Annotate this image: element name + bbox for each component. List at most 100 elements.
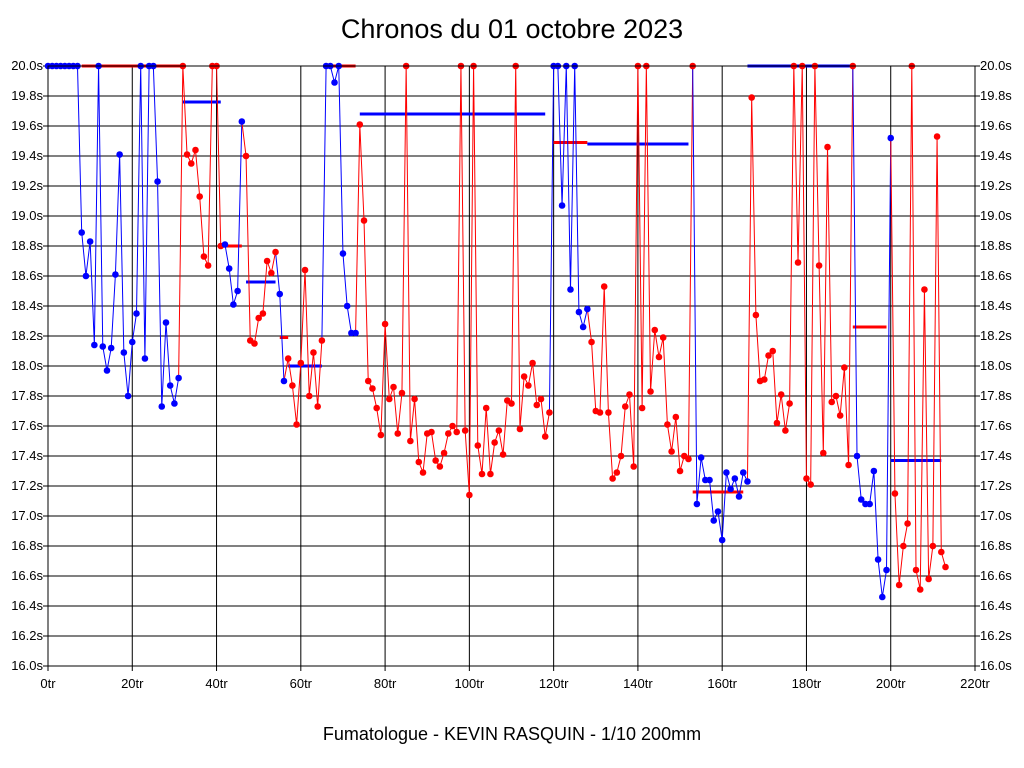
data-point bbox=[415, 458, 423, 466]
data-point bbox=[891, 490, 899, 497]
data-point bbox=[904, 520, 911, 527]
data-point bbox=[116, 151, 123, 158]
data-point bbox=[352, 329, 359, 337]
y-tick-label-left: 18.0s bbox=[11, 358, 43, 373]
data-point bbox=[171, 400, 178, 407]
x-tick-label: 80tr bbox=[374, 676, 397, 691]
data-point bbox=[546, 409, 553, 416]
y-tick-label-right: 18.4s bbox=[980, 298, 1012, 313]
data-point bbox=[895, 581, 903, 589]
x-tick-label: 120tr bbox=[539, 676, 569, 691]
data-point bbox=[942, 563, 949, 571]
y-tick-label-right: 19.4s bbox=[980, 148, 1012, 163]
data-point bbox=[432, 457, 439, 464]
x-tick-label: 20tr bbox=[121, 676, 144, 691]
data-point bbox=[731, 475, 739, 482]
data-point bbox=[128, 338, 136, 346]
y-tick-label-left: 18.4s bbox=[11, 298, 43, 313]
data-point bbox=[466, 491, 473, 499]
x-tick-label: 0tr bbox=[40, 676, 56, 691]
data-point bbox=[824, 143, 831, 151]
data-point bbox=[225, 265, 233, 272]
y-tick-label-left: 17.4s bbox=[11, 448, 43, 463]
data-point bbox=[706, 476, 713, 484]
x-tick-label: 200tr bbox=[876, 676, 906, 691]
data-point bbox=[605, 409, 612, 416]
data-point bbox=[655, 353, 663, 361]
data-point bbox=[887, 134, 895, 142]
data-point bbox=[133, 310, 140, 317]
series-line bbox=[178, 65, 222, 379]
data-point bbox=[99, 343, 107, 350]
data-point bbox=[331, 79, 338, 86]
y-tick-label-left: 16.6s bbox=[11, 568, 43, 583]
data-point bbox=[807, 481, 814, 488]
series-line bbox=[890, 65, 946, 590]
data-point bbox=[187, 160, 195, 167]
data-point bbox=[377, 431, 385, 439]
data-point bbox=[491, 439, 498, 446]
data-point bbox=[525, 382, 532, 389]
series-points bbox=[44, 62, 949, 601]
data-point bbox=[120, 349, 128, 356]
data-point bbox=[428, 428, 435, 436]
data-point bbox=[238, 118, 246, 125]
y-tick-label-right: 17.0s bbox=[980, 508, 1012, 523]
data-point bbox=[626, 391, 633, 398]
y-tick-label-left: 17.0s bbox=[11, 508, 43, 523]
data-point bbox=[803, 475, 810, 482]
y-tick-label-left: 18.8s bbox=[11, 238, 43, 253]
x-tick-label: 220tr bbox=[960, 676, 990, 691]
data-point bbox=[369, 385, 376, 392]
data-point bbox=[672, 413, 680, 421]
data-point bbox=[533, 401, 541, 409]
data-point bbox=[866, 500, 873, 508]
data-point bbox=[786, 400, 793, 407]
data-point bbox=[495, 427, 503, 434]
series-line bbox=[746, 65, 854, 487]
series-line bbox=[692, 65, 748, 541]
data-point bbox=[82, 272, 90, 280]
data-point bbox=[175, 374, 182, 382]
data-point bbox=[259, 310, 267, 317]
data-point bbox=[284, 355, 292, 362]
y-tick-label-right: 18.2s bbox=[980, 328, 1012, 343]
series-line bbox=[586, 65, 694, 480]
data-point bbox=[723, 469, 730, 476]
series-line bbox=[220, 121, 243, 305]
x-tick-label: 180tr bbox=[792, 676, 822, 691]
data-point bbox=[314, 403, 321, 410]
data-point bbox=[381, 320, 389, 328]
y-tick-label-right: 18.6s bbox=[980, 268, 1012, 283]
data-point bbox=[398, 389, 406, 397]
data-point bbox=[558, 202, 566, 209]
data-point bbox=[841, 364, 848, 371]
data-point bbox=[933, 133, 941, 140]
y-tick-label-left: 20.0s bbox=[11, 58, 43, 73]
y-tick-label-left: 18.6s bbox=[11, 268, 43, 283]
y-tick-label-right: 16.8s bbox=[980, 538, 1012, 553]
data-point bbox=[255, 314, 262, 322]
y-tick-label-left: 19.4s bbox=[11, 148, 43, 163]
series-line bbox=[48, 65, 180, 407]
y-tick-label-left: 19.8s bbox=[11, 88, 43, 103]
data-point bbox=[697, 454, 705, 461]
data-point bbox=[230, 301, 237, 308]
y-tick-label-right: 18.8s bbox=[980, 238, 1012, 253]
data-point bbox=[440, 449, 448, 457]
data-point bbox=[900, 542, 907, 550]
data-point bbox=[921, 286, 928, 293]
data-point bbox=[276, 290, 284, 298]
data-point bbox=[297, 359, 305, 367]
data-point bbox=[343, 302, 351, 310]
data-point bbox=[794, 259, 802, 266]
data-point bbox=[364, 377, 372, 385]
data-point bbox=[449, 422, 456, 430]
data-point bbox=[529, 359, 536, 367]
data-point bbox=[444, 430, 452, 437]
x-tick-label: 40tr bbox=[205, 676, 228, 691]
data-point bbox=[516, 425, 524, 433]
data-point bbox=[461, 427, 469, 434]
data-point bbox=[912, 566, 920, 574]
